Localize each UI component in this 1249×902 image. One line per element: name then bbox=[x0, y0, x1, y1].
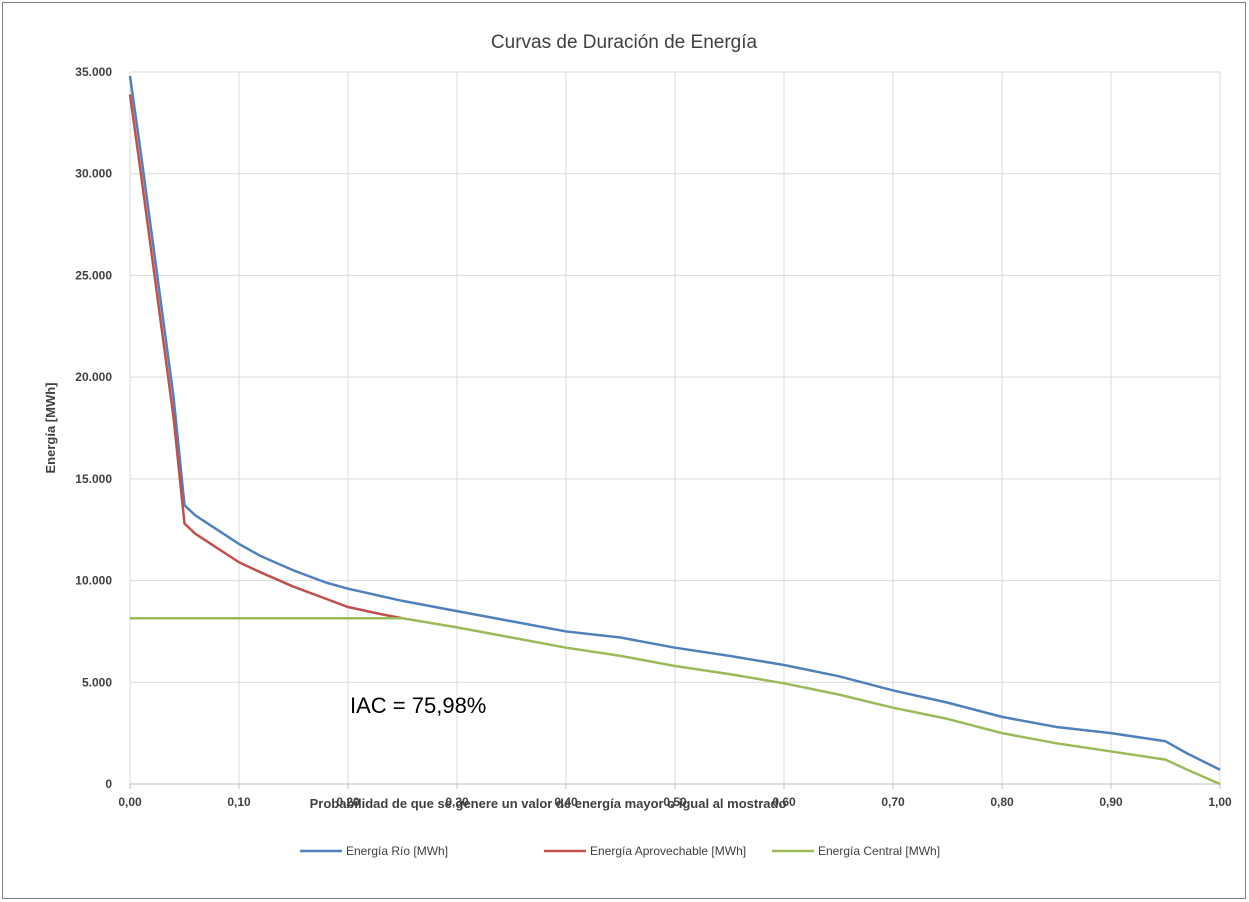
y-tick-label: 5.000 bbox=[82, 675, 112, 689]
x-tick-label: 1,00 bbox=[1208, 795, 1232, 809]
x-tick-label: 0,50 bbox=[663, 795, 687, 809]
x-tick-label: 0,60 bbox=[772, 795, 796, 809]
x-tick-label: 0,00 bbox=[118, 795, 142, 809]
y-tick-label: 35.000 bbox=[75, 65, 112, 79]
y-tick-label: 15.000 bbox=[75, 472, 112, 486]
x-tick-label: 0,80 bbox=[990, 795, 1014, 809]
axes bbox=[129, 783, 1221, 789]
series-line-1 bbox=[128, 75, 1221, 771]
x-tick-label: 0,90 bbox=[1099, 795, 1123, 809]
y-tick-label: 20.000 bbox=[75, 370, 112, 384]
series-line-3 bbox=[130, 616, 1221, 786]
x-axis-title: Probabilidad de que se genere un valor d… bbox=[310, 796, 787, 811]
x-tick-label: 0,10 bbox=[227, 795, 251, 809]
y-axis-title: Energía [MWh] bbox=[43, 383, 58, 474]
x-tick-label: 0,40 bbox=[554, 795, 578, 809]
gridlines bbox=[129, 71, 1221, 785]
y-tick-label: 30.000 bbox=[75, 167, 112, 181]
legend-label-2: Energía Aprovechable [MWh] bbox=[590, 844, 746, 858]
x-tick-label: 0,70 bbox=[881, 795, 905, 809]
series-lines bbox=[128, 75, 1221, 786]
series-line-2 bbox=[128, 94, 403, 620]
y-tick-label: 25.000 bbox=[75, 268, 112, 282]
y-tick-label: 0 bbox=[105, 777, 112, 791]
iac-annotation: IAC = 75,98% bbox=[350, 693, 486, 718]
x-tick-label: 0,20 bbox=[336, 795, 360, 809]
y-tick-label: 10.000 bbox=[75, 574, 112, 588]
legend-label-1: Energía Río [MWh] bbox=[346, 844, 448, 858]
tick-labels: 0,00 0,10 0,20 0,30 0,40 0,50 0,60 0,70 0,80 0,90… bbox=[75, 65, 1232, 809]
x-tick-label: 0,30 bbox=[445, 795, 469, 809]
chart-title: Curvas de Duración de Energía bbox=[491, 32, 758, 53]
legend: Energía Río [MWh] Energía Aprovechable [M… bbox=[300, 844, 940, 858]
legend-label-3: Energía Central [MWh] bbox=[818, 844, 940, 858]
